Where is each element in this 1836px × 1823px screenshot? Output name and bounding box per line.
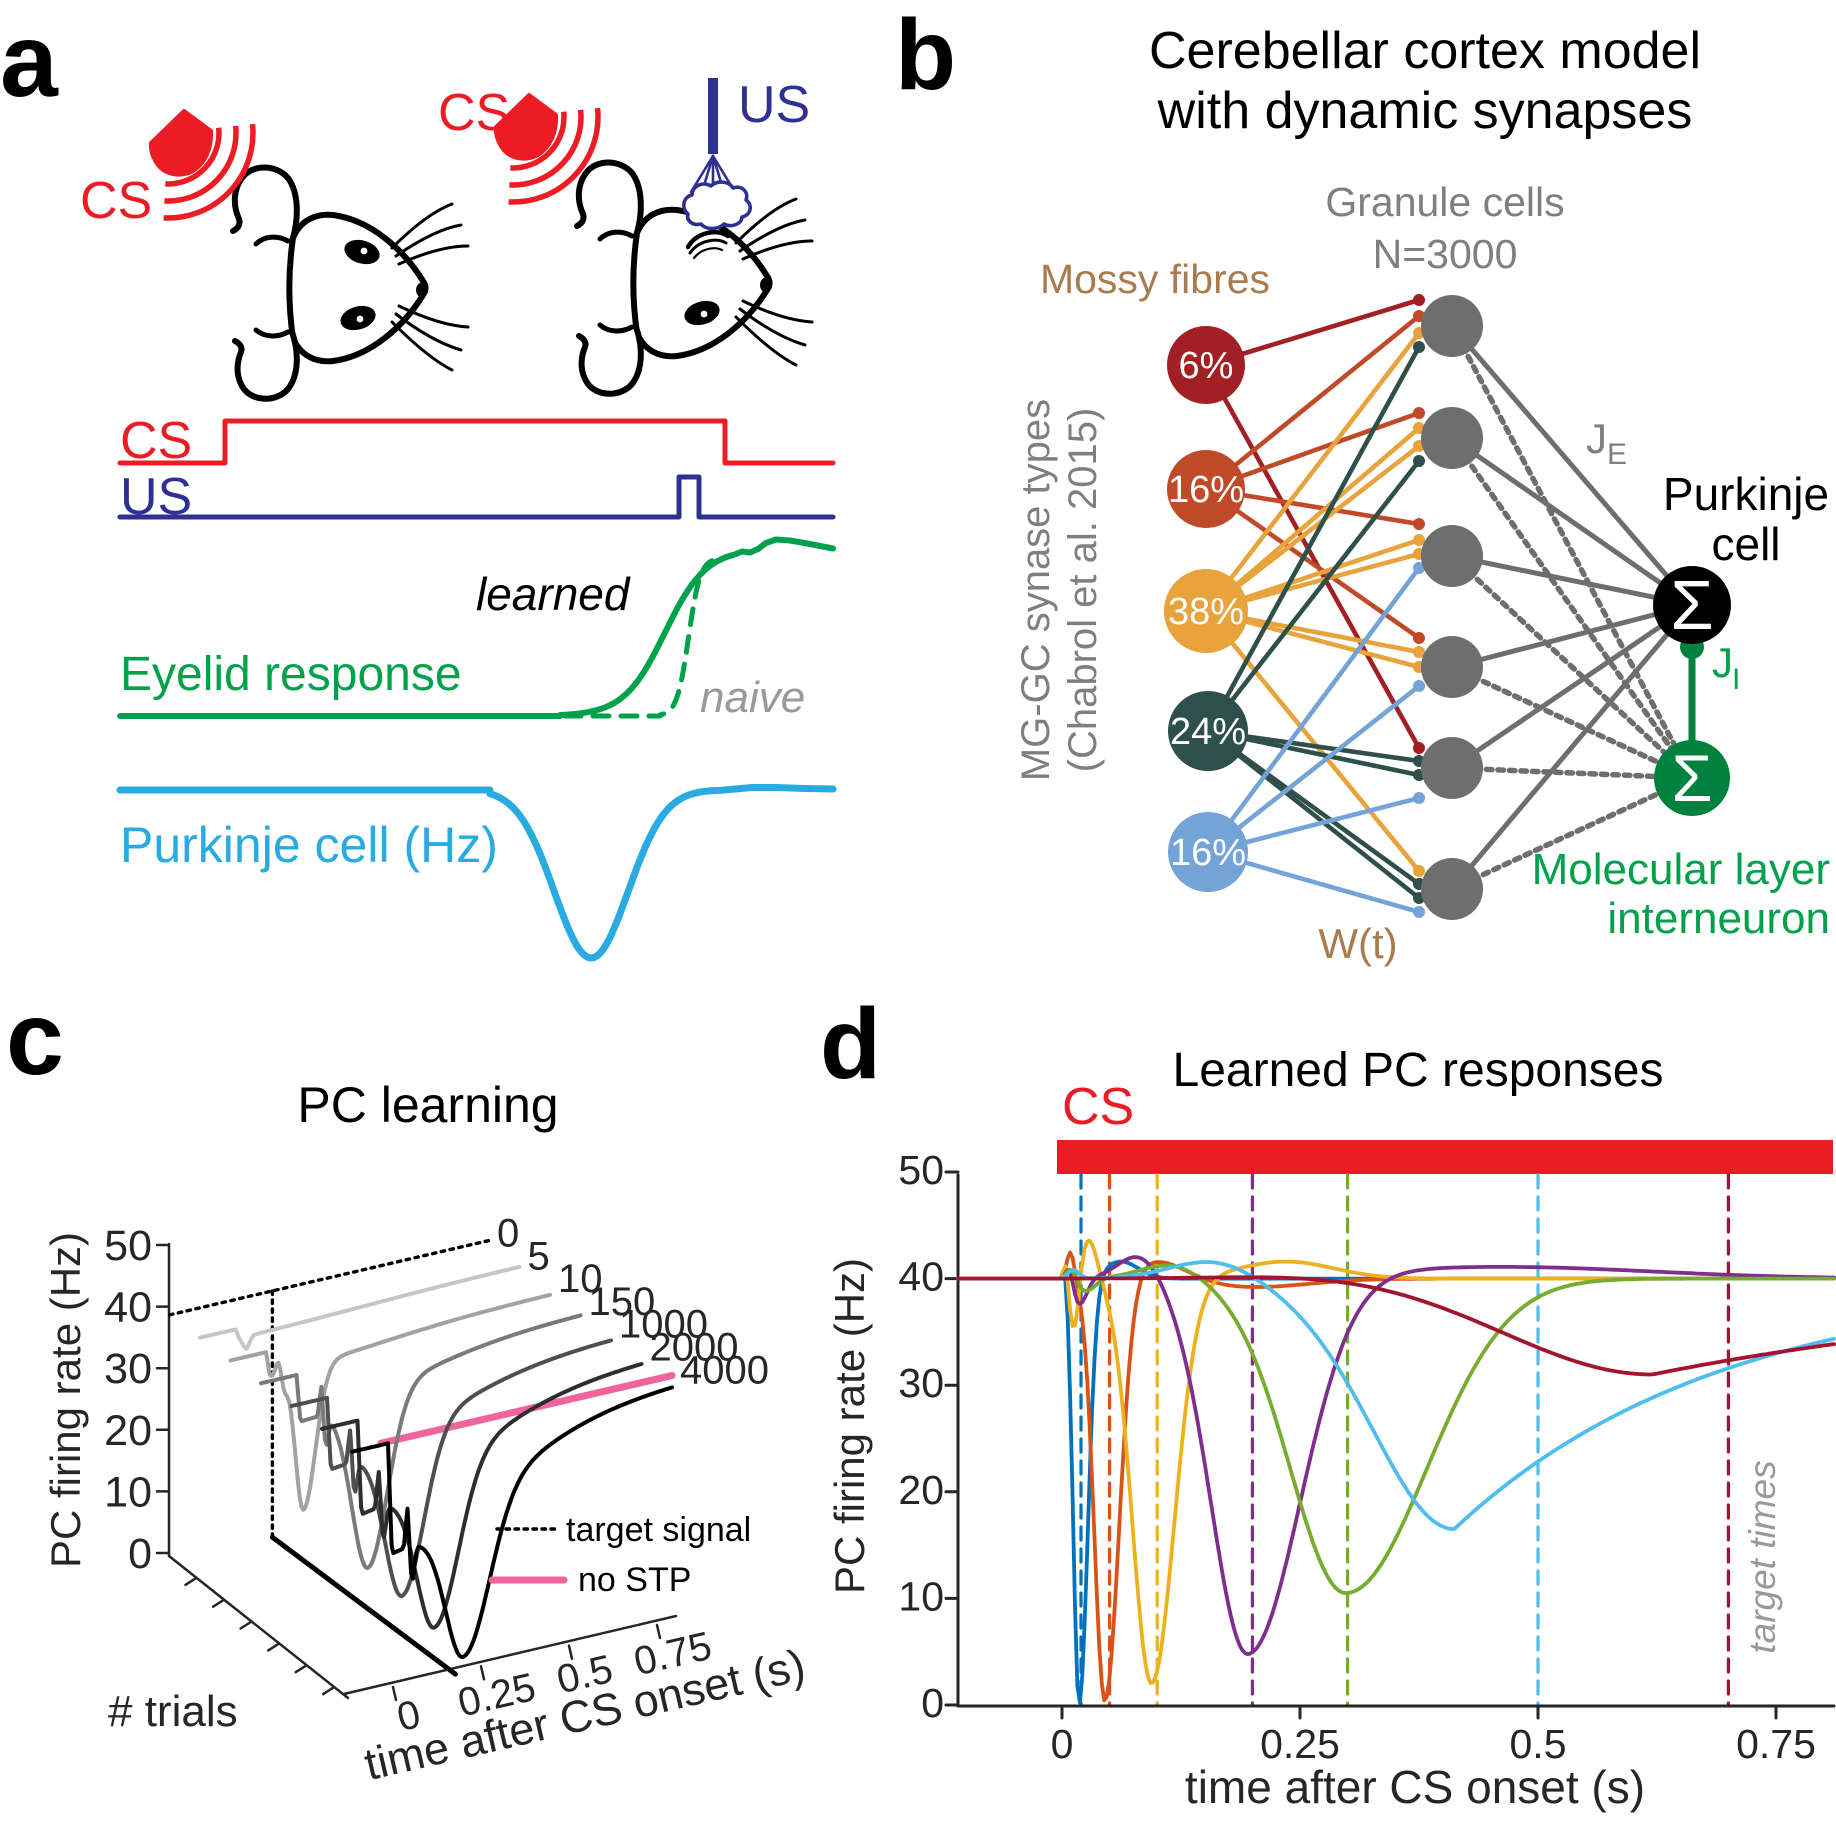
svg-text:0.5: 0.5	[1510, 1721, 1567, 1767]
svg-text:# trials: # trials	[108, 1687, 238, 1736]
svg-text:5: 5	[528, 1234, 550, 1278]
svg-text:US: US	[120, 468, 192, 526]
svg-text:US: US	[738, 76, 810, 134]
svg-text:10: 10	[558, 1257, 603, 1301]
svg-text:c: c	[6, 981, 64, 1097]
svg-text:PC firing rate (Hz): PC firing rate (Hz)	[826, 1258, 873, 1594]
svg-text:30: 30	[104, 1345, 152, 1393]
svg-text:1000: 1000	[619, 1303, 708, 1347]
svg-text:naive: naive	[700, 673, 805, 722]
svg-text:40: 40	[898, 1254, 944, 1300]
svg-text:50: 50	[898, 1147, 944, 1193]
svg-text:interneuron: interneuron	[1607, 894, 1830, 943]
svg-text:target signal: target signal	[566, 1511, 751, 1549]
svg-text:10: 10	[898, 1573, 944, 1619]
svg-text:2000: 2000	[650, 1326, 739, 1370]
svg-text:PC firing rate (Hz): PC firing rate (Hz)	[42, 1232, 89, 1568]
svg-text:0.25: 0.25	[1260, 1721, 1340, 1767]
svg-text:24%: 24%	[1170, 711, 1246, 753]
svg-text:0: 0	[128, 1530, 152, 1578]
svg-text:Granule cells: Granule cells	[1325, 179, 1564, 225]
svg-text:6%: 6%	[1179, 345, 1234, 387]
svg-text:learned: learned	[476, 568, 631, 620]
svg-text:E: E	[1607, 438, 1627, 471]
svg-text:Purkinje: Purkinje	[1663, 468, 1829, 520]
svg-text:10: 10	[104, 1468, 152, 1516]
svg-text:N=3000: N=3000	[1373, 231, 1518, 277]
svg-text:16%: 16%	[1170, 832, 1246, 874]
svg-text:Σ: Σ	[1670, 566, 1713, 644]
svg-text:W(t): W(t)	[1318, 920, 1397, 967]
svg-text:30: 30	[898, 1360, 944, 1406]
svg-text:PC learning: PC learning	[297, 1077, 558, 1133]
svg-text:20: 20	[898, 1467, 944, 1513]
svg-text:Σ: Σ	[1672, 741, 1713, 815]
svg-text:d: d	[820, 988, 881, 1100]
svg-text:b: b	[895, 0, 956, 111]
svg-text:(Chabrol et al. 2015): (Chabrol et al. 2015)	[1061, 408, 1105, 773]
svg-text:20: 20	[104, 1407, 152, 1455]
svg-text:CS: CS	[120, 412, 192, 470]
svg-text:Eyelid response: Eyelid response	[120, 648, 462, 701]
svg-text:CS: CS	[80, 172, 152, 230]
svg-text:0: 0	[497, 1212, 519, 1256]
svg-text:38%: 38%	[1168, 591, 1244, 633]
svg-text:time after CS onset (s): time after CS onset (s)	[1185, 1761, 1645, 1813]
svg-text:16%: 16%	[1168, 469, 1244, 511]
svg-text:Purkinje cell (Hz): Purkinje cell (Hz)	[120, 817, 498, 873]
svg-text:Learned PC responses: Learned PC responses	[1173, 1044, 1664, 1097]
svg-text:150: 150	[589, 1280, 656, 1324]
svg-text:4000: 4000	[680, 1348, 769, 1392]
svg-text:50: 50	[104, 1222, 152, 1270]
svg-text:40: 40	[104, 1284, 152, 1332]
svg-text:0: 0	[1051, 1721, 1074, 1767]
svg-text:a: a	[0, 3, 59, 119]
svg-text:J: J	[1712, 639, 1733, 686]
svg-text:Mossy fibres: Mossy fibres	[1040, 256, 1270, 302]
svg-text:cell: cell	[1711, 518, 1780, 570]
svg-text:0: 0	[921, 1680, 944, 1726]
svg-text:CS: CS	[1062, 1078, 1134, 1136]
svg-text:CS: CS	[438, 84, 510, 142]
svg-text:with dynamic synapses: with dynamic synapses	[1157, 82, 1693, 140]
svg-text:0.75: 0.75	[1736, 1721, 1816, 1767]
svg-text:target times: target times	[1742, 1460, 1783, 1653]
svg-text:I: I	[1732, 663, 1740, 696]
svg-text:Molecular layer: Molecular layer	[1532, 845, 1830, 894]
svg-text:Cerebellar cortex model: Cerebellar cortex model	[1149, 22, 1701, 80]
svg-text:J: J	[1586, 415, 1607, 462]
svg-text:MG-GC synase types: MG-GC synase types	[1014, 399, 1058, 781]
svg-text:no STP: no STP	[578, 1561, 691, 1599]
